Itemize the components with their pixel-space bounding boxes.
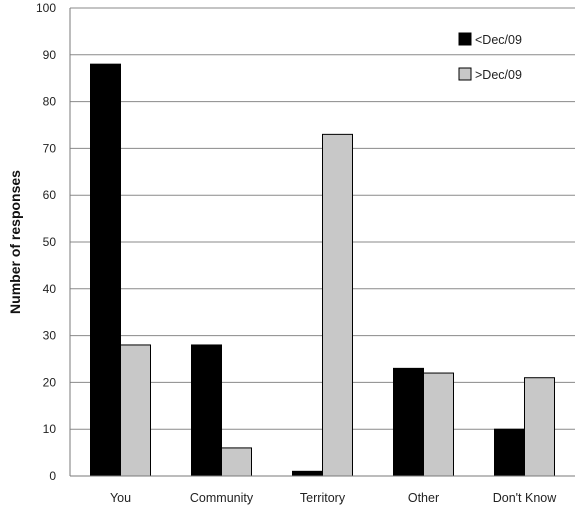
bar-after-other (423, 372, 454, 477)
bars (90, 63, 555, 477)
y-tick-label: 20 (43, 375, 57, 389)
legend-label: >Dec/09 (475, 68, 522, 82)
bar-before-community (191, 344, 222, 477)
y-tick-label: 40 (43, 282, 57, 296)
x-tick-label: Other (408, 491, 439, 505)
y-tick-label: 80 (43, 95, 57, 109)
x-tick-label: Community (190, 491, 254, 505)
y-tick-label: 50 (43, 235, 57, 249)
x-tick-label: Don't Know (493, 491, 558, 505)
y-tick-label: 10 (43, 422, 57, 436)
bar-after-community (221, 447, 252, 477)
axes (69, 8, 575, 477)
legend-swatch (458, 67, 472, 81)
legend: <Dec/09 >Dec/09 (458, 32, 522, 82)
x-axis-categories: You Community Territory Other Don't Know (110, 491, 557, 505)
y-tick-label: 90 (43, 48, 57, 62)
bar-before-territory (292, 470, 323, 477)
bar-after-don-t-know (524, 377, 555, 477)
y-axis-ticks: 0 10 20 30 40 50 60 70 80 90 100 (36, 1, 56, 483)
y-tick-label: 70 (43, 141, 57, 155)
legend-swatch (458, 32, 472, 46)
bar-before-other (393, 367, 424, 477)
bar-before-you (90, 63, 121, 477)
bar-after-territory (322, 133, 353, 477)
x-tick-label: Territory (300, 491, 346, 505)
y-tick-label: 0 (49, 469, 56, 483)
bar-after-you (120, 344, 151, 477)
x-tick-label: You (110, 491, 131, 505)
bar-before-don-t-know (494, 428, 525, 477)
y-tick-label: 30 (43, 329, 57, 343)
y-tick-label: 60 (43, 188, 57, 202)
y-axis-label: Number of responses (7, 170, 23, 314)
legend-label: <Dec/09 (475, 33, 522, 47)
y-tick-label: 100 (36, 1, 56, 15)
